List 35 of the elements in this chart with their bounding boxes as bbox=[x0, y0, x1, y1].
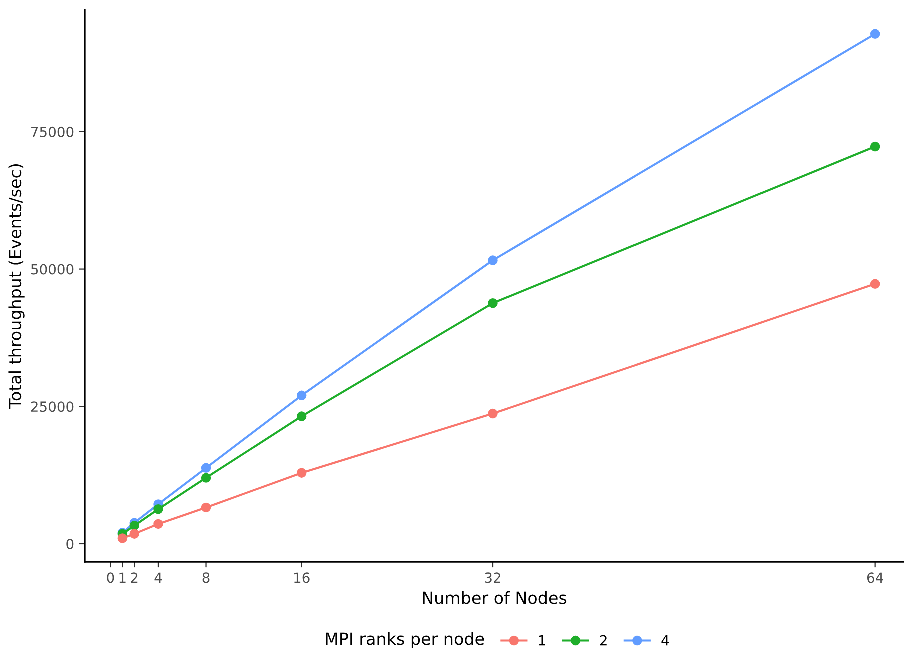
x-tick-label: 8 bbox=[202, 572, 210, 584]
x-axis-title: Number of Nodes bbox=[423, 591, 567, 604]
point bbox=[118, 534, 128, 544]
x-tick-label: 16 bbox=[294, 572, 310, 584]
x-tick-label: 64 bbox=[867, 572, 884, 584]
point bbox=[154, 504, 164, 514]
point bbox=[201, 473, 212, 483]
y-tick-label: 25000 bbox=[31, 402, 74, 412]
point bbox=[130, 520, 140, 531]
legend-label: 2 bbox=[600, 635, 607, 646]
y-tick-label: 50000 bbox=[31, 264, 74, 275]
x-tick-label: 32 bbox=[485, 572, 500, 584]
y-axis-title: Total throughput (Events/sec) bbox=[8, 164, 25, 409]
point bbox=[201, 463, 212, 474]
point bbox=[130, 529, 140, 539]
x-tick-label: 1 bbox=[120, 572, 126, 583]
point bbox=[296, 390, 307, 401]
point bbox=[296, 412, 307, 422]
point bbox=[154, 519, 164, 530]
legend-label: 4 bbox=[662, 635, 670, 646]
point bbox=[870, 142, 880, 152]
point bbox=[488, 408, 498, 419]
x-tick-label: 0 bbox=[107, 572, 114, 584]
x-tick-label: 2 bbox=[131, 572, 138, 583]
point bbox=[201, 502, 212, 513]
point bbox=[488, 256, 498, 266]
y-tick-label: 0 bbox=[66, 538, 74, 550]
legend-label: 1 bbox=[539, 635, 546, 646]
x-tick-label: 4 bbox=[154, 572, 162, 583]
legend-title: MPI ranks per node bbox=[326, 632, 484, 648]
point bbox=[870, 29, 880, 40]
y-tick-label: 75000 bbox=[32, 126, 74, 138]
point bbox=[488, 298, 498, 308]
point bbox=[870, 279, 880, 289]
point bbox=[296, 468, 307, 478]
